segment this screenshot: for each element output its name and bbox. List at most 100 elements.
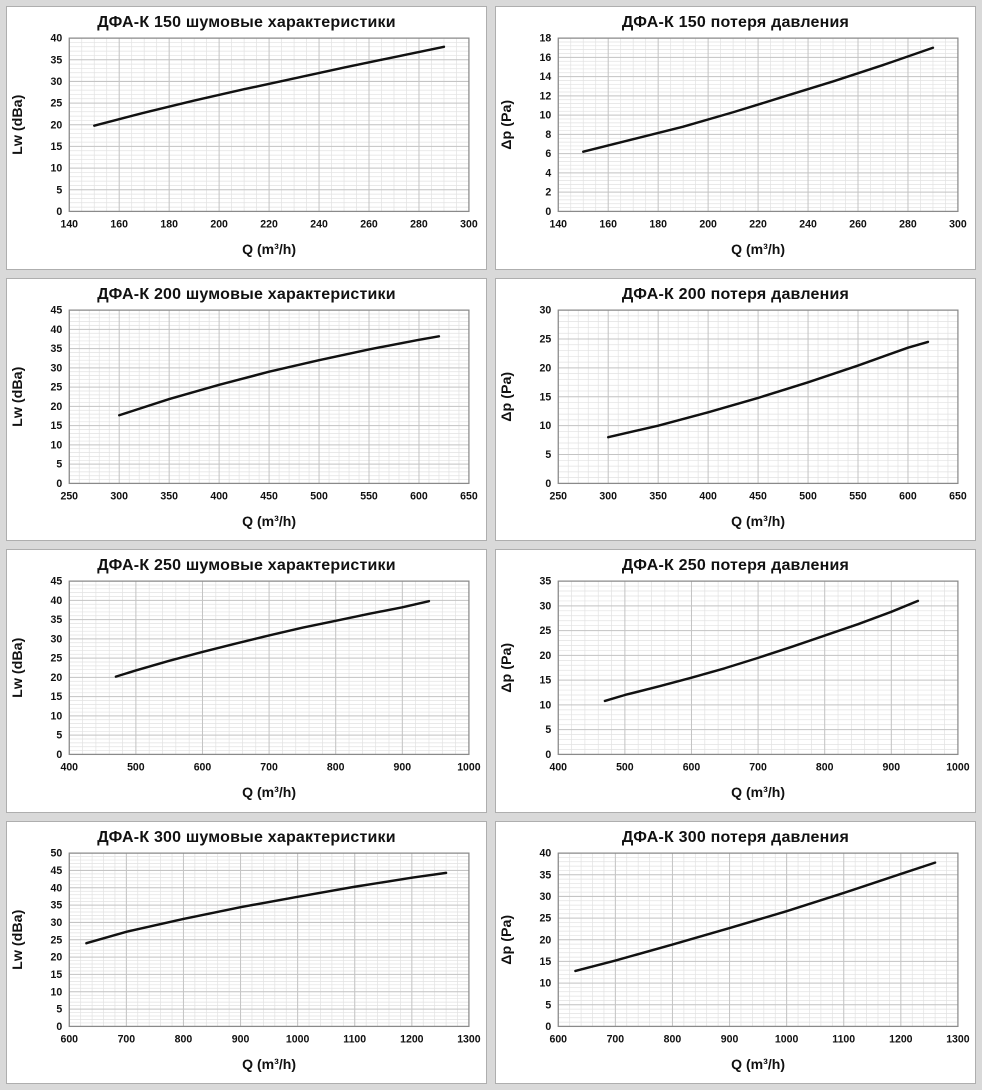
svg-text:Lw (dBa): Lw (dBa) — [10, 637, 26, 697]
svg-text:16: 16 — [540, 52, 552, 64]
svg-text:180: 180 — [160, 219, 178, 231]
svg-text:800: 800 — [664, 1033, 682, 1045]
svg-text:160: 160 — [110, 219, 128, 231]
svg-text:10: 10 — [540, 110, 552, 122]
svg-text:40: 40 — [51, 882, 63, 894]
svg-text:Q (m³/h): Q (m³/h) — [242, 242, 296, 258]
svg-text:600: 600 — [194, 762, 212, 774]
svg-text:10: 10 — [51, 163, 63, 175]
svg-text:1000: 1000 — [946, 762, 970, 774]
svg-text:15: 15 — [540, 955, 552, 967]
svg-text:25: 25 — [540, 625, 552, 637]
svg-text:30: 30 — [51, 76, 63, 88]
svg-text:5: 5 — [56, 184, 62, 196]
svg-text:350: 350 — [160, 490, 178, 502]
svg-text:1000: 1000 — [457, 762, 481, 774]
svg-text:Q (m³/h): Q (m³/h) — [731, 1057, 785, 1073]
chart-panel-dfa-k-300-noise: ДФА-К 300 шумовые характеристики 0 5 10 15 2… — [6, 820, 487, 1084]
svg-text:20: 20 — [51, 672, 63, 684]
svg-text:300: 300 — [599, 490, 617, 502]
chart-title: ДФА-К 250 потеря давления — [621, 557, 850, 574]
svg-text:0: 0 — [56, 1020, 62, 1032]
svg-text:10: 10 — [51, 439, 63, 451]
svg-text:14: 14 — [540, 71, 552, 83]
svg-text:1300: 1300 — [457, 1033, 481, 1045]
svg-text:240: 240 — [799, 219, 817, 231]
svg-text:500: 500 — [127, 762, 145, 774]
svg-text:650: 650 — [949, 490, 967, 502]
svg-text:550: 550 — [849, 490, 867, 502]
svg-text:Q (m³/h): Q (m³/h) — [242, 514, 296, 530]
svg-text:700: 700 — [607, 1033, 625, 1045]
svg-text:0: 0 — [56, 477, 62, 489]
svg-text:2: 2 — [545, 187, 551, 199]
svg-text:400: 400 — [549, 762, 567, 774]
line-chart-canvas: 0 2 4 6 8 10 12 14 16 18 140 160 180 200 220 240 260 280 3… — [499, 33, 967, 259]
svg-text:Lw (dBa): Lw (dBa) — [10, 909, 26, 969]
svg-text:10: 10 — [540, 977, 552, 989]
svg-text:20: 20 — [540, 362, 552, 374]
svg-text:15: 15 — [51, 691, 63, 703]
svg-text:1200: 1200 — [400, 1033, 424, 1045]
svg-text:700: 700 — [260, 762, 278, 774]
svg-text:30: 30 — [540, 304, 552, 316]
chart-title: ДФА-К 300 шумовые характеристики — [97, 828, 396, 846]
svg-text:20: 20 — [540, 650, 552, 662]
svg-text:35: 35 — [540, 869, 552, 881]
svg-text:Lw (dBa): Lw (dBa) — [10, 366, 26, 426]
svg-text:250: 250 — [60, 490, 78, 502]
svg-text:5: 5 — [545, 999, 551, 1011]
svg-text:45: 45 — [51, 304, 63, 316]
svg-text:40: 40 — [540, 847, 552, 859]
chart-panel-dfa-k-150-noise: ДФА-К 150 шумовые характеристики 0 5 10 15 2… — [6, 6, 487, 270]
svg-text:15: 15 — [51, 968, 63, 980]
svg-text:5: 5 — [56, 458, 62, 470]
svg-text:10: 10 — [51, 986, 63, 998]
svg-text:600: 600 — [410, 490, 428, 502]
svg-text:500: 500 — [616, 762, 634, 774]
svg-text:25: 25 — [51, 381, 63, 393]
svg-text:20: 20 — [51, 951, 63, 963]
chart-title: ДФА-К 150 шумовые характеристики — [97, 14, 396, 31]
svg-text:4: 4 — [545, 167, 551, 179]
svg-text:200: 200 — [699, 219, 717, 231]
svg-text:18: 18 — [540, 33, 552, 45]
svg-text:240: 240 — [310, 219, 328, 231]
svg-text:35: 35 — [51, 343, 63, 355]
chart-panel-dfa-k-250-noise: ДФА-К 250 шумовые характеристики 0 5 10 15 2… — [6, 549, 487, 813]
svg-text:40: 40 — [51, 323, 63, 335]
svg-text:0: 0 — [56, 206, 62, 218]
svg-text:35: 35 — [51, 899, 63, 911]
svg-text:Δp (Pa): Δp (Pa) — [499, 914, 515, 964]
svg-text:25: 25 — [51, 653, 63, 665]
svg-text:700: 700 — [118, 1033, 136, 1045]
svg-text:250: 250 — [549, 490, 567, 502]
svg-text:5: 5 — [545, 724, 551, 736]
svg-text:1100: 1100 — [832, 1033, 855, 1045]
chart-panel-dfa-k-250-pressure: ДФА-К 250 потеря давления 0 5 10 15 20 25 30 35… — [495, 549, 976, 813]
svg-text:25: 25 — [540, 333, 552, 345]
svg-text:400: 400 — [210, 490, 228, 502]
svg-text:260: 260 — [849, 219, 867, 231]
svg-text:35: 35 — [51, 614, 63, 626]
svg-text:800: 800 — [175, 1033, 193, 1045]
svg-text:45: 45 — [51, 864, 63, 876]
svg-text:0: 0 — [545, 749, 551, 761]
svg-text:300: 300 — [949, 219, 967, 231]
svg-text:450: 450 — [749, 490, 767, 502]
svg-text:0: 0 — [545, 206, 551, 218]
svg-text:35: 35 — [51, 54, 63, 66]
svg-text:30: 30 — [540, 890, 552, 902]
svg-text:260: 260 — [360, 219, 378, 231]
svg-text:450: 450 — [260, 490, 278, 502]
svg-text:Q (m³/h): Q (m³/h) — [242, 785, 296, 801]
chart-panel-dfa-k-200-noise: ДФА-К 200 шумовые характеристики 0 5 10 15 2… — [6, 277, 487, 541]
svg-text:900: 900 — [394, 762, 412, 774]
svg-text:20: 20 — [540, 934, 552, 946]
chart-title: ДФА-К 300 потеря давления — [621, 828, 850, 846]
line-chart-canvas: 0 5 10 15 20 25 30 35 40 45 250 300 350 400 450 500 550 6… — [10, 304, 478, 530]
svg-text:650: 650 — [460, 490, 478, 502]
svg-text:300: 300 — [460, 219, 478, 231]
svg-text:600: 600 — [60, 1033, 78, 1045]
svg-text:10: 10 — [51, 710, 63, 722]
